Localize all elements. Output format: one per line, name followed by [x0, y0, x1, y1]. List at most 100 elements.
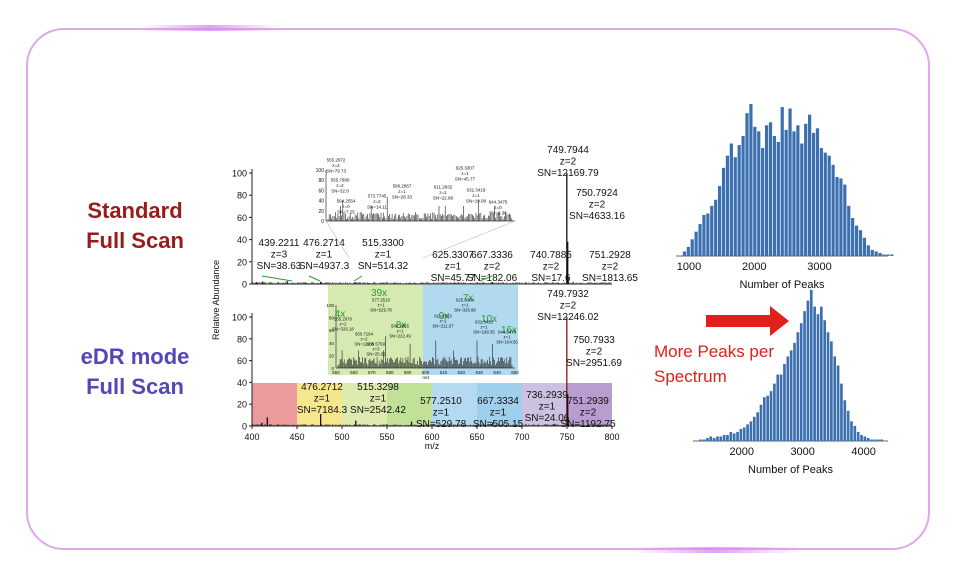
- standard-histogram-bar-51: [882, 254, 886, 256]
- inset-x-axis-title: m/z: [422, 375, 430, 380]
- standard-histogram-bar-15: [741, 135, 745, 256]
- x-tick-label: 800: [604, 432, 619, 442]
- edr-peak-annotation-3-line: SN=2542.42: [350, 405, 406, 416]
- inset-y-tick-label: 0: [321, 219, 324, 225]
- edr-inset-label-6-line: SN=211.57: [432, 324, 454, 329]
- segment-band-5: [477, 383, 522, 426]
- edr-histogram-bar-37: [823, 320, 827, 441]
- edr-histogram-bar-6: [719, 436, 723, 441]
- edr-histogram-bar-0: [699, 439, 702, 441]
- edr-peak-annotation-7-line: SN=1192.75: [560, 419, 616, 430]
- standard-histogram-bar-37: [827, 155, 831, 256]
- standard-inset-label-7-line: 631.3419: [467, 188, 486, 193]
- edr-histogram-bar-50: [866, 437, 870, 441]
- edr-inset-label-1-line: SN=529.78: [370, 308, 392, 313]
- edr-histogram-bar-20: [766, 395, 770, 441]
- standard-peak-annotation-6-line: 667.3336: [471, 250, 513, 261]
- edr-histogram-bar-40: [833, 356, 837, 441]
- edr-histogram-bar-26: [786, 356, 790, 441]
- standard-peak-annotation-2-line: z=3: [271, 250, 288, 261]
- edr-histogram-x-tick-label: 2000: [730, 446, 754, 458]
- edr-peak-annotation-2-line: 476.2712: [301, 382, 343, 393]
- edr-peak-annotation-3-line: z=1: [370, 394, 387, 405]
- standard-peak-annotation-0-line: z=2: [560, 157, 577, 168]
- inset-x-tick-label: 560: [350, 370, 358, 375]
- edr-histogram-bar-23: [776, 374, 780, 441]
- standard-histogram-x-tick-label: 3000: [807, 261, 831, 273]
- standard-peak-annotation-1-line: z=2: [589, 200, 606, 211]
- standard-leader-2: [353, 275, 363, 282]
- edr-histogram: 2000 3000 4000 Number of Peaks: [693, 290, 888, 476]
- x-tick-label: 400: [244, 432, 259, 442]
- rounded-frame: [26, 28, 930, 550]
- standard-inset-label-0-line: 555.2972: [327, 158, 346, 163]
- standard-leader-3: [479, 275, 493, 282]
- edr-inset-label-8-line: SN=104.56: [496, 340, 518, 345]
- inset-y-tick-label: 20: [318, 209, 324, 215]
- edr-peak-annotation-4-line: z=1: [433, 408, 450, 419]
- standard-histogram-bar-39: [835, 176, 839, 256]
- standard-histogram-bar-45: [858, 230, 863, 256]
- standard-histogram-bar-28: [792, 131, 796, 256]
- edr-histogram-bar-22: [773, 383, 776, 441]
- edr-histogram-bar-25: [783, 363, 786, 441]
- standard-histogram-bar-14: [737, 145, 741, 256]
- y-axis-title: Relative Abundance: [211, 260, 221, 340]
- standard-peak-annotation-6-line: SN=182.06: [467, 273, 518, 284]
- x-tick-label: 500: [334, 432, 349, 442]
- standard-inset-label-4-line: z=0: [342, 204, 350, 209]
- standard-peak-annotation-4-line: SN=514.32: [358, 261, 409, 272]
- standard-histogram-bar-44: [854, 225, 859, 256]
- zoom-guide-left: [325, 220, 350, 259]
- edr-peak-annotation-7-line: z=2: [580, 408, 597, 419]
- standard-label-line-2: Full Scan: [86, 228, 184, 253]
- edr-histogram-x-tick-label: 3000: [790, 446, 814, 458]
- edr-peak-annotation-5-line: SN=505.15: [473, 419, 524, 430]
- standard-peak-annotation-6-line: z=2: [484, 262, 501, 273]
- boost-label-2: 8x: [396, 320, 407, 331]
- standard-inset-label-3-line: z=1: [398, 189, 406, 194]
- zoom-guide-right: [422, 220, 516, 259]
- x-axis-title: m/z: [425, 441, 440, 451]
- standard-inset-label-1-line: 555.7990: [331, 178, 350, 183]
- standard-inset-label-3-line: SN=28.33: [392, 195, 413, 200]
- edr-inset-label-1-line: z=1: [377, 303, 385, 308]
- edr-peak-annotation-2-line: SN=7184.3: [297, 405, 348, 416]
- edr-histogram-bar-16: [752, 416, 756, 441]
- standard-inset-label-8-line: z=0: [494, 205, 502, 210]
- standard-histogram-bar-18: [753, 126, 757, 256]
- standard-histogram-bar-29: [796, 125, 800, 256]
- edr-inset-label-2-line: SN=122.8: [354, 342, 374, 347]
- edr-inset-label-0-line: SN=326.18: [332, 327, 354, 332]
- standard-label-line-1: Standard: [87, 198, 183, 223]
- edr-peak-annotation-5-line: 667.3334: [477, 396, 519, 407]
- y-tick-label: 60: [237, 213, 247, 223]
- standard-histogram-bar-53: [890, 254, 894, 256]
- edr-histogram-bar-36: [820, 306, 823, 441]
- inset-x-tick-label: 630: [475, 370, 483, 375]
- standard-histogram-bar-33: [811, 132, 816, 256]
- standard-histogram-bar-46: [862, 237, 867, 256]
- standard-histogram-bar-22: [768, 122, 773, 257]
- standard-peak-annotation-2-line: SN=38.63: [257, 261, 302, 272]
- standard-histogram-x-tick-label: 2000: [742, 261, 766, 273]
- standard-histogram-bar-52: [886, 254, 890, 256]
- standard-histogram-bar-32: [808, 114, 812, 256]
- inset-x-tick-label: 610: [440, 370, 448, 375]
- standard-inset-label-8-line: SN=6.36: [489, 211, 507, 216]
- edr-full-scan-label: eDR mode Full Scan: [52, 342, 218, 402]
- boost-label-3: 7x: [463, 293, 474, 304]
- edr-peak-annotation-0-line: z=2: [560, 301, 577, 312]
- standard-histogram-bar-42: [847, 205, 851, 256]
- standard-peak-annotation-5-line: z=1: [445, 262, 462, 273]
